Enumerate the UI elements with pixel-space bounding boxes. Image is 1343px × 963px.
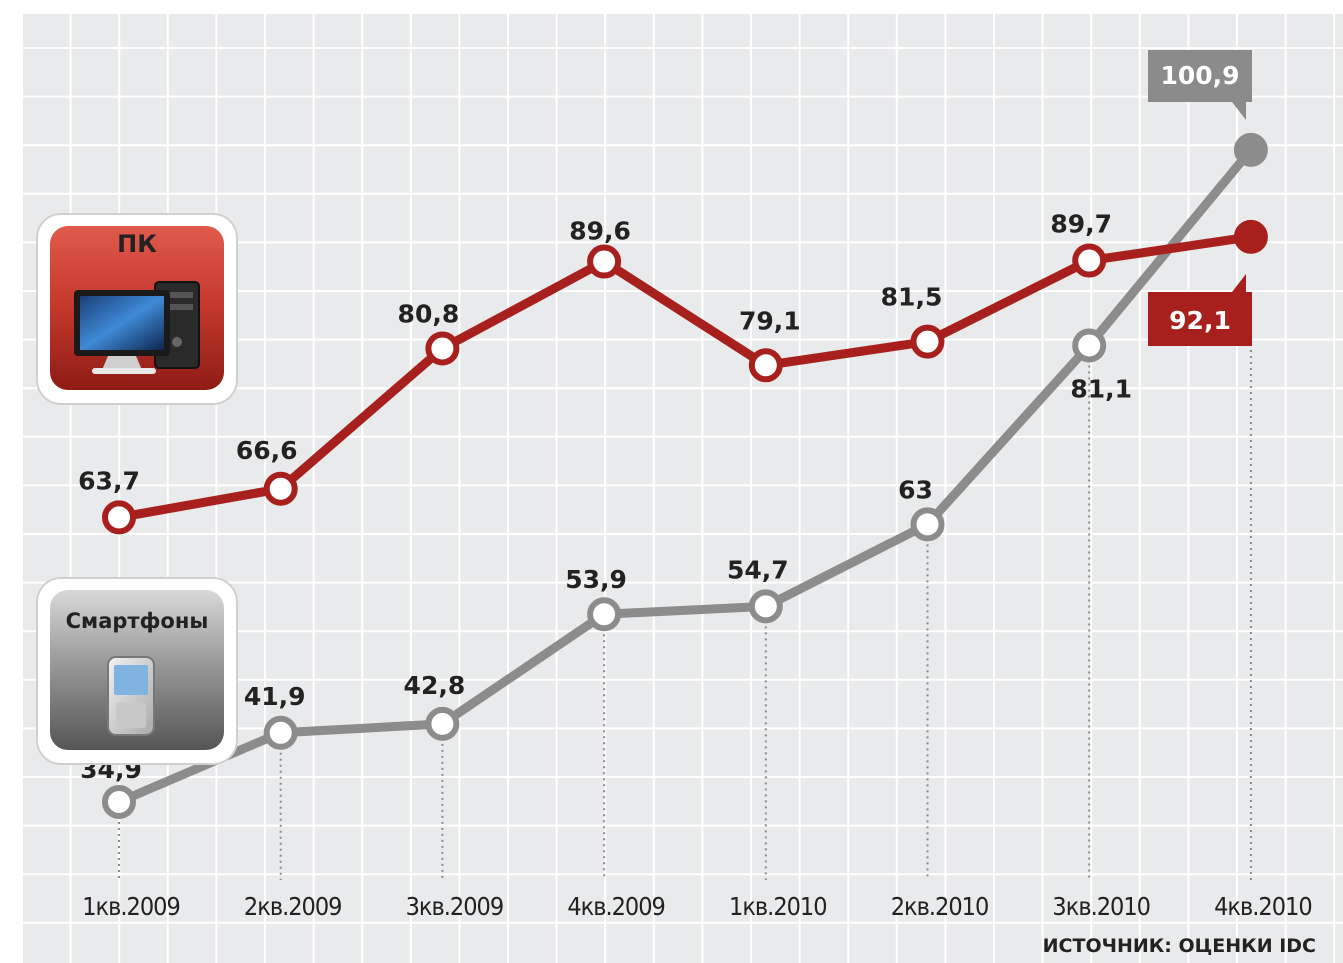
pc-data-label: 89,7 [1050,210,1112,239]
pc-series-point [748,348,783,383]
plot-background [22,14,1343,963]
grid-lines [21,14,1343,963]
drop-lines [118,350,1252,880]
smartphones-series-point [263,715,298,750]
x-tick-label: 4кв.2010 [1214,892,1312,921]
smartphones-data-label: 42,8 [404,671,466,700]
x-tick-label: 1кв.2010 [729,892,827,921]
smartphones-series-point [910,507,945,542]
callout-smartphones-value: 100,9 [1160,61,1239,90]
pc-series-point [425,331,460,366]
callout-pc-shape [1148,274,1252,346]
smartphones-series-point [748,589,783,624]
x-tick-label: 1кв.2009 [82,892,180,921]
legend-pc-label: ПК [117,230,157,258]
pc-series-point [102,500,136,535]
smartphones-data-label: 41,9 [244,682,306,711]
pc-series-point [1233,219,1268,254]
pc-series-line [114,232,1256,522]
smartphones-series-point [425,706,460,741]
smartphones-series-point [1233,132,1268,167]
pc-data-label: 63,7 [78,466,140,495]
legend-smartphones-label: Смартфоны [66,609,209,633]
smartphones-data-label: 63 [898,475,933,504]
pc-data-label: 89,6 [569,217,631,246]
smartphones-series-point [102,784,136,819]
pc-data-label: 80,8 [398,299,460,328]
smartphones-series-point [1072,328,1107,363]
x-tick-label: 2кв.2010 [891,892,989,921]
source-note: ИСТОЧНИК: ОЦЕНКИ IDC [1043,935,1316,957]
x-axis-labels: 1кв.2009 2кв.2009 3кв.2009 4кв.2009 1кв.2010… [82,892,1312,921]
pc-data-label: 79,1 [739,306,801,335]
callout-smartphones-shape [1148,50,1252,120]
pc-data-label: 81,5 [881,283,943,312]
data-labels: 63,766,680,889,679,181,589,734,941,9 42,8… [78,210,1132,784]
smartphones-series-point [587,597,622,632]
x-tick-label: 3кв.2009 [406,892,504,921]
series-lines [102,132,1268,819]
smartphones-series-line [114,145,1256,807]
callout-smartphones: 100,9 [1148,50,1252,120]
smartphone-icon [107,656,155,736]
smartphones-data-label: 53,9 [565,565,627,594]
smartphones-data-label: 81,1 [1070,375,1132,404]
pc-series-point [263,471,298,506]
x-tick-label: 2кв.2009 [244,892,342,921]
pc-data-label: 66,6 [236,436,298,465]
smartphones-data-label: 54,7 [727,555,789,584]
x-tick-label: 4кв.2009 [567,892,665,921]
legend-item-smartphones: Смартфоны [36,577,238,765]
callout-pc: 92,1 [1148,274,1252,346]
x-tick-label: 3кв.2010 [1052,892,1150,921]
callout-pc-value: 92,1 [1169,306,1231,335]
pc-series-point [1072,243,1107,278]
pc-series-point [587,244,622,279]
computer-icon [74,281,200,374]
legend-item-pc: ПК [36,213,238,405]
pc-series-point [910,324,945,359]
